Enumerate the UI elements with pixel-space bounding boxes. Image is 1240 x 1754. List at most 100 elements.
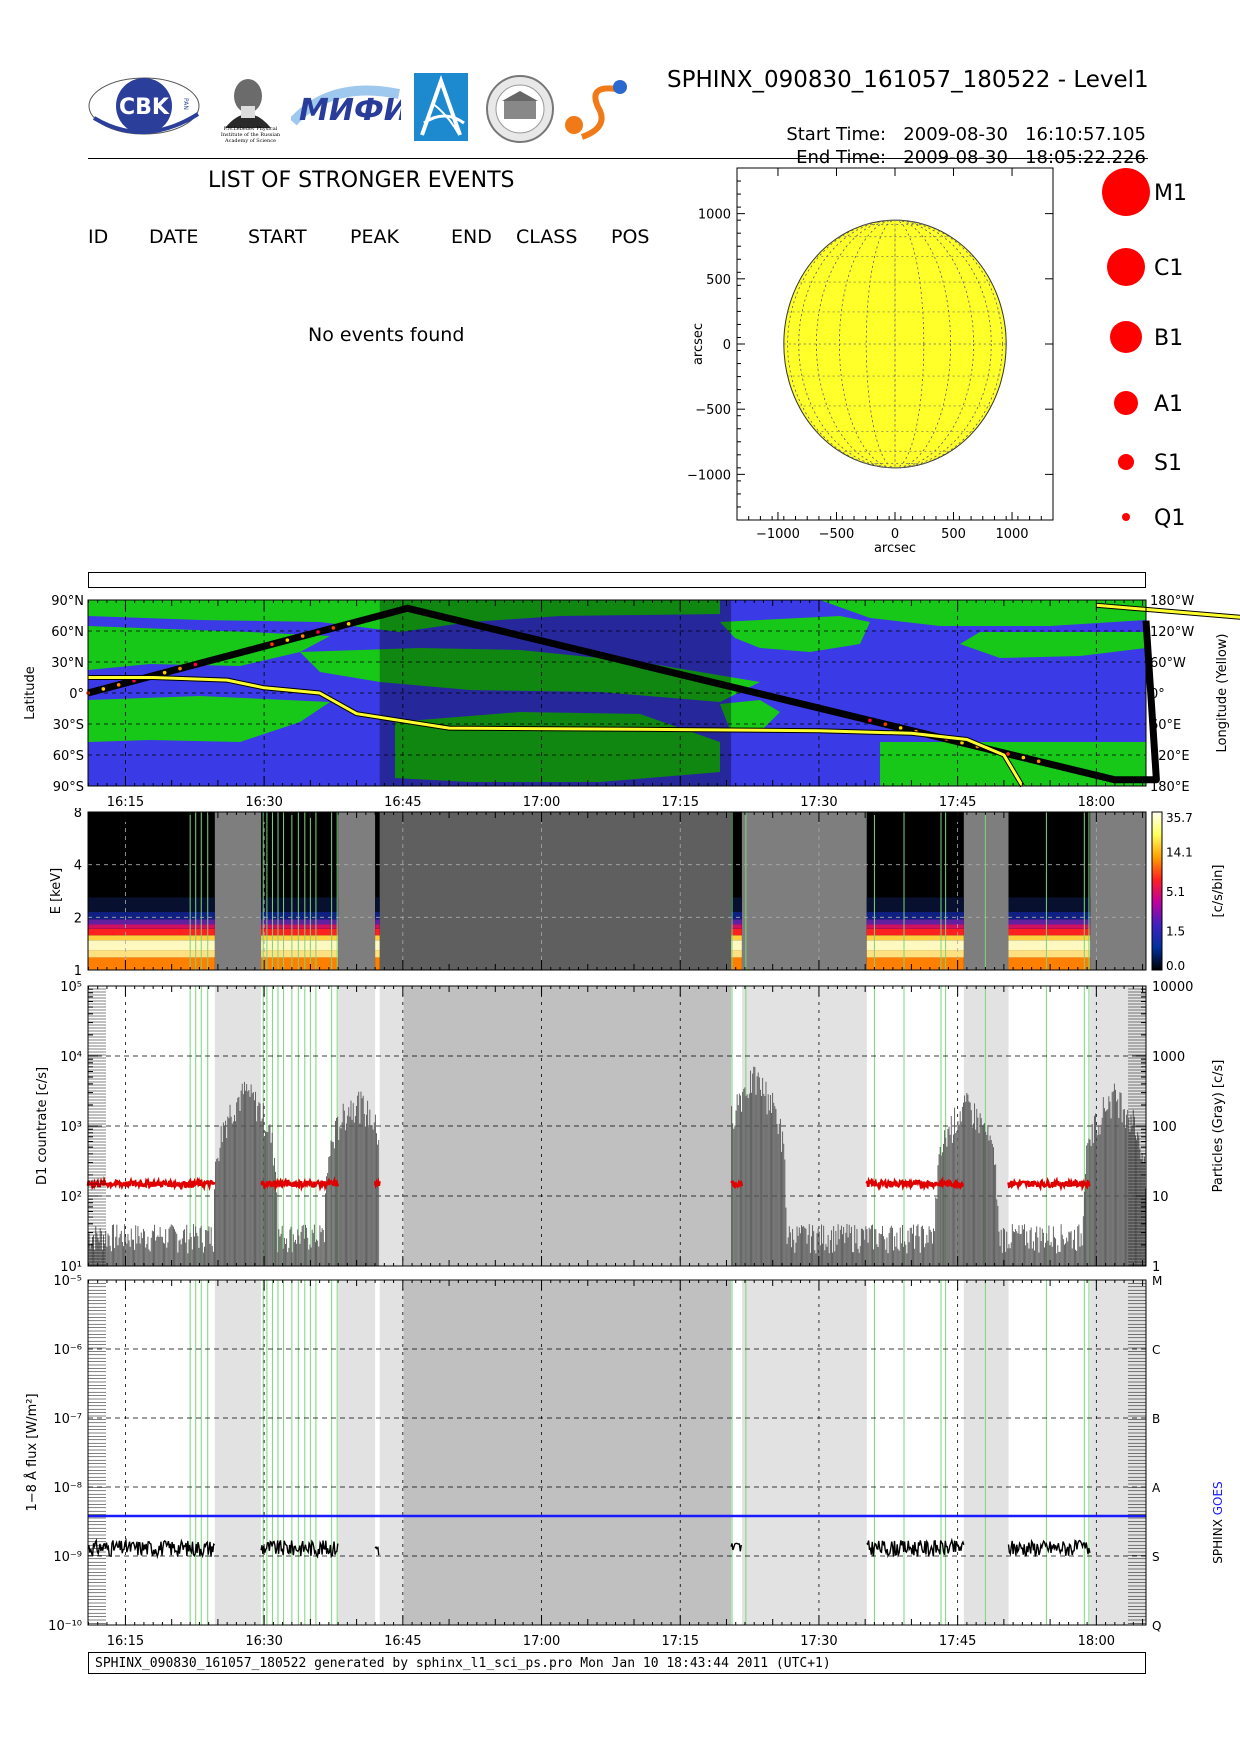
x-tick-label: 17:30 [800,1634,837,1649]
spectrogram-energy-band [866,911,964,920]
orbit-y-right-axis-label: Longitude (Yellow) [1215,634,1230,753]
spectrogram-energy-band [866,957,964,970]
spectrogram-energy-band [731,928,742,936]
orbit-y-right-tick-label: 180°E [1150,780,1190,795]
legend-marker-q1 [1122,513,1130,521]
legend-sphinx: SPHINX [1211,1515,1225,1563]
orbit-y-right-tick-label: 180°W [1150,594,1194,609]
spectrogram-energy-band [731,940,742,951]
countrate-y-tick-label: 10³ [60,1120,82,1135]
spectrogram-data-block [375,812,380,970]
d1-countrate-line [373,1177,381,1190]
flux-y-tick-label: 10⁻⁶ [53,1343,82,1358]
no-events-message: No events found [308,324,465,346]
flux-class-label: S [1152,1550,1160,1564]
x-tick-label: 17:00 [523,1634,560,1649]
orbit-map-chart: 90°N 180°W 60°N 120°W 30°N 60°W 0° 0° 30°S 60°E 60… [23,594,1240,810]
orbit-frame [87,599,1147,787]
sun-y-tick-label: −1000 [687,468,731,483]
sphinx-flux-line [1007,1538,1091,1557]
spectrogram-energy-band [731,897,742,912]
spectrogram-energy-band [261,935,339,941]
spectrogram-energy-band [375,911,380,920]
spectrogram-energy-band [866,924,964,929]
x-tick-label: 17:30 [800,795,837,810]
footer-credit: SPHINX_090830_161057_180522 generated by… [88,1652,1146,1674]
countrate-y-right-tick-label: 1 [1152,1260,1160,1275]
orbit-y-tick-label: 30°S [53,718,84,733]
legend-marker-c1 [1107,248,1145,286]
x-tick-label: 18:00 [1078,795,1115,810]
spectrogram-eclipse-bg [379,812,732,970]
x-tick-label: 16:30 [245,1634,282,1649]
page-title: SPHINX_090830_161057_180522 - Level1 [667,67,1149,93]
header-separator [88,158,1148,159]
countrate-y-right-tick-label: 1000 [1152,1050,1185,1065]
track-activity-dot [346,622,351,626]
legend-marker-s1 [1118,454,1134,470]
colorbar-tick-label: 1.5 [1166,925,1185,939]
spectrogram-energy-band [731,911,742,920]
orbit-y-tick-label: 90°S [53,780,84,795]
spectrogram-energy-band [261,957,339,970]
land-mass [88,626,330,670]
d1-countrate-line [1007,1176,1091,1192]
spectrogram-energy-band [375,924,380,929]
spectrogram-energy-band [1008,897,1091,912]
events-col-pos: POS [611,226,650,248]
sphinx-flux-line [866,1537,965,1558]
x-tick-label: 16:45 [384,795,421,810]
countrate-y-tick-label: 10¹ [60,1260,82,1275]
spectrogram-energy-band [87,935,215,941]
legend-label-c1: C1 [1154,256,1183,281]
spectrogram-energy-band [375,950,380,958]
events-col-date: DATE [149,226,199,248]
legend-label-m1: M1 [1154,181,1187,206]
spectrogram-energy-band [866,897,964,912]
spectrogram-energy-band [261,950,339,958]
flux-class-label: Q [1152,1619,1161,1633]
no-data-shading [741,1280,867,1625]
spectrogram-energy-band [261,940,339,951]
x-tick-label: 17:15 [662,795,699,810]
track-activity-dot [316,630,320,634]
spectrogram-energy-band [261,928,339,936]
d1-countrate-line [730,1179,743,1189]
events-col-class: CLASS [516,226,578,248]
x-tick-label: 16:30 [245,795,282,810]
spectrogram-energy-band [731,935,742,941]
spectrogram-energy-band [375,957,380,970]
track-activity-dot [898,726,903,730]
flux-y-axis-label: 1−8 Å flux [W/m²] [24,1393,40,1511]
mifi-logo: МИФИ [291,85,401,128]
orbit-y-tick-label: 90°N [51,594,84,609]
spectrogram-energy-band [261,897,339,912]
d1-countrate-line [260,1176,340,1192]
orbit-y-tick-label: 60°S [53,749,84,764]
end-time-row: End Time: 2009-08-30 18:05:22.226 [785,126,1146,168]
colorbar [1151,811,1163,971]
legend-label-b1: B1 [1154,326,1183,351]
spectrogram-energy-band [731,919,742,925]
x-tick-label: 16:15 [107,795,144,810]
sphinx-flux-line [730,1542,742,1552]
countrate-y-tick-label: 10² [60,1190,82,1205]
countrate-y-right-tick-label: 10 [1152,1190,1169,1205]
lebedev-caption: P.N.Lebedev Physical Institute of the Ru… [220,126,281,144]
x-tick-label: 17:45 [939,795,976,810]
end-time-label: End Time: [796,147,887,168]
track-activity-dot [883,722,888,726]
orbit-y-axis-label: Latitude [23,666,38,720]
orbit-y-right-tick-label: 120°E [1150,749,1190,764]
colorbar-tick-label: 0.0 [1166,959,1185,973]
legend-label-q1: Q1 [1154,506,1185,531]
x-tick-label: 18:00 [1078,1634,1115,1649]
spectrogram-energy-band [87,897,215,912]
cbk-logo-text: CBK [119,95,170,120]
land-mass [880,742,1146,786]
start-time-value: 16:10:57.105 [1025,124,1146,145]
no-data-shading [338,1280,376,1625]
spectrogram-energy-band [1008,924,1091,929]
d1-countrate-line [865,1176,965,1192]
sun-x-tick-label: 500 [941,527,966,542]
